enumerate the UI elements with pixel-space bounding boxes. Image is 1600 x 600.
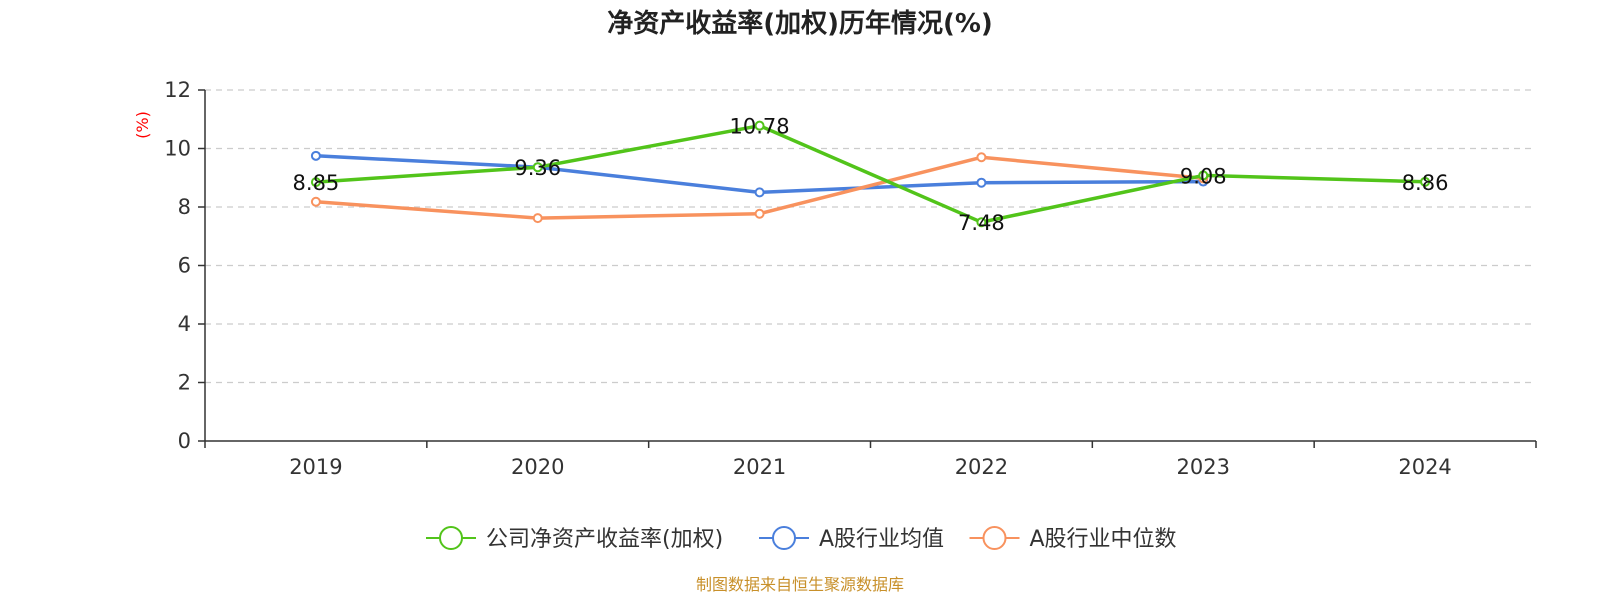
legend-marker	[439, 526, 463, 550]
x-tick-label: 2019	[289, 455, 342, 479]
series-line	[315, 123, 1426, 224]
legend-item[interactable]: 公司净资产收益率(加权)	[426, 526, 723, 552]
y-tick-label: 2	[178, 371, 191, 395]
data-labels: 8.85 9.36 10.78 7.48 9.08 8.86	[293, 115, 1449, 236]
series-lines	[310, 120, 1431, 228]
legend-item[interactable]: A股行业均值	[759, 526, 944, 552]
data-point	[310, 150, 321, 161]
y-tick-label: 8	[178, 195, 191, 219]
x-tick-label: 2023	[1177, 455, 1230, 479]
y-tick-label: 6	[178, 254, 191, 278]
data-point	[754, 187, 765, 198]
y-tick-label: 10	[164, 137, 191, 161]
data-point	[1198, 170, 1209, 181]
x-tick-label: 2024	[1398, 455, 1451, 479]
series-3	[310, 152, 1209, 224]
data-label: 9.36	[514, 156, 561, 180]
legend-label: 公司净资产收益率(加权)	[486, 527, 723, 552]
data-label: 8.85	[293, 171, 340, 195]
data-point	[976, 152, 987, 163]
data-point	[976, 217, 987, 228]
data-label: 7.48	[958, 211, 1005, 235]
legend-item[interactable]: A股行业中位数	[969, 526, 1177, 552]
data-point	[532, 213, 543, 224]
axes: 0 2 4 6 8 10 12 2019 2020 2021 2022 2023 2024	[164, 78, 1537, 479]
series-1	[310, 120, 1431, 228]
data-point	[310, 177, 321, 188]
chart-title: 净资产收益率(加权)历年情况(%)	[607, 8, 993, 39]
legend-label: A股行业均值	[819, 527, 944, 552]
legend-label: A股行业中位数	[1030, 527, 1177, 552]
data-label: 10.78	[730, 115, 790, 139]
y-tick-label: 12	[164, 78, 191, 102]
legend-marker	[982, 526, 1007, 550]
y-tick-label: 0	[178, 429, 191, 453]
data-point	[532, 162, 543, 173]
data-label: 9.08	[1180, 164, 1227, 188]
source-note: 制图数据来自恒生聚源数据库	[696, 575, 904, 594]
grid-lines	[205, 89, 1536, 384]
y-axis-label: (%)	[133, 111, 152, 139]
legend-marker	[772, 526, 796, 550]
x-tick-label: 2022	[955, 455, 1008, 479]
data-point	[754, 208, 765, 219]
data-point	[976, 177, 987, 188]
data-point	[310, 196, 321, 207]
x-tick-label: 2020	[511, 455, 564, 479]
x-tick-label: 2021	[733, 455, 786, 479]
data-label: 8.86	[1402, 171, 1449, 195]
data-point	[1420, 176, 1431, 187]
legend: 公司净资产收益率(加权) A股行业均值 A股行业中位数	[426, 526, 1177, 552]
y-tick-label: 4	[178, 312, 191, 336]
data-point	[754, 120, 765, 131]
